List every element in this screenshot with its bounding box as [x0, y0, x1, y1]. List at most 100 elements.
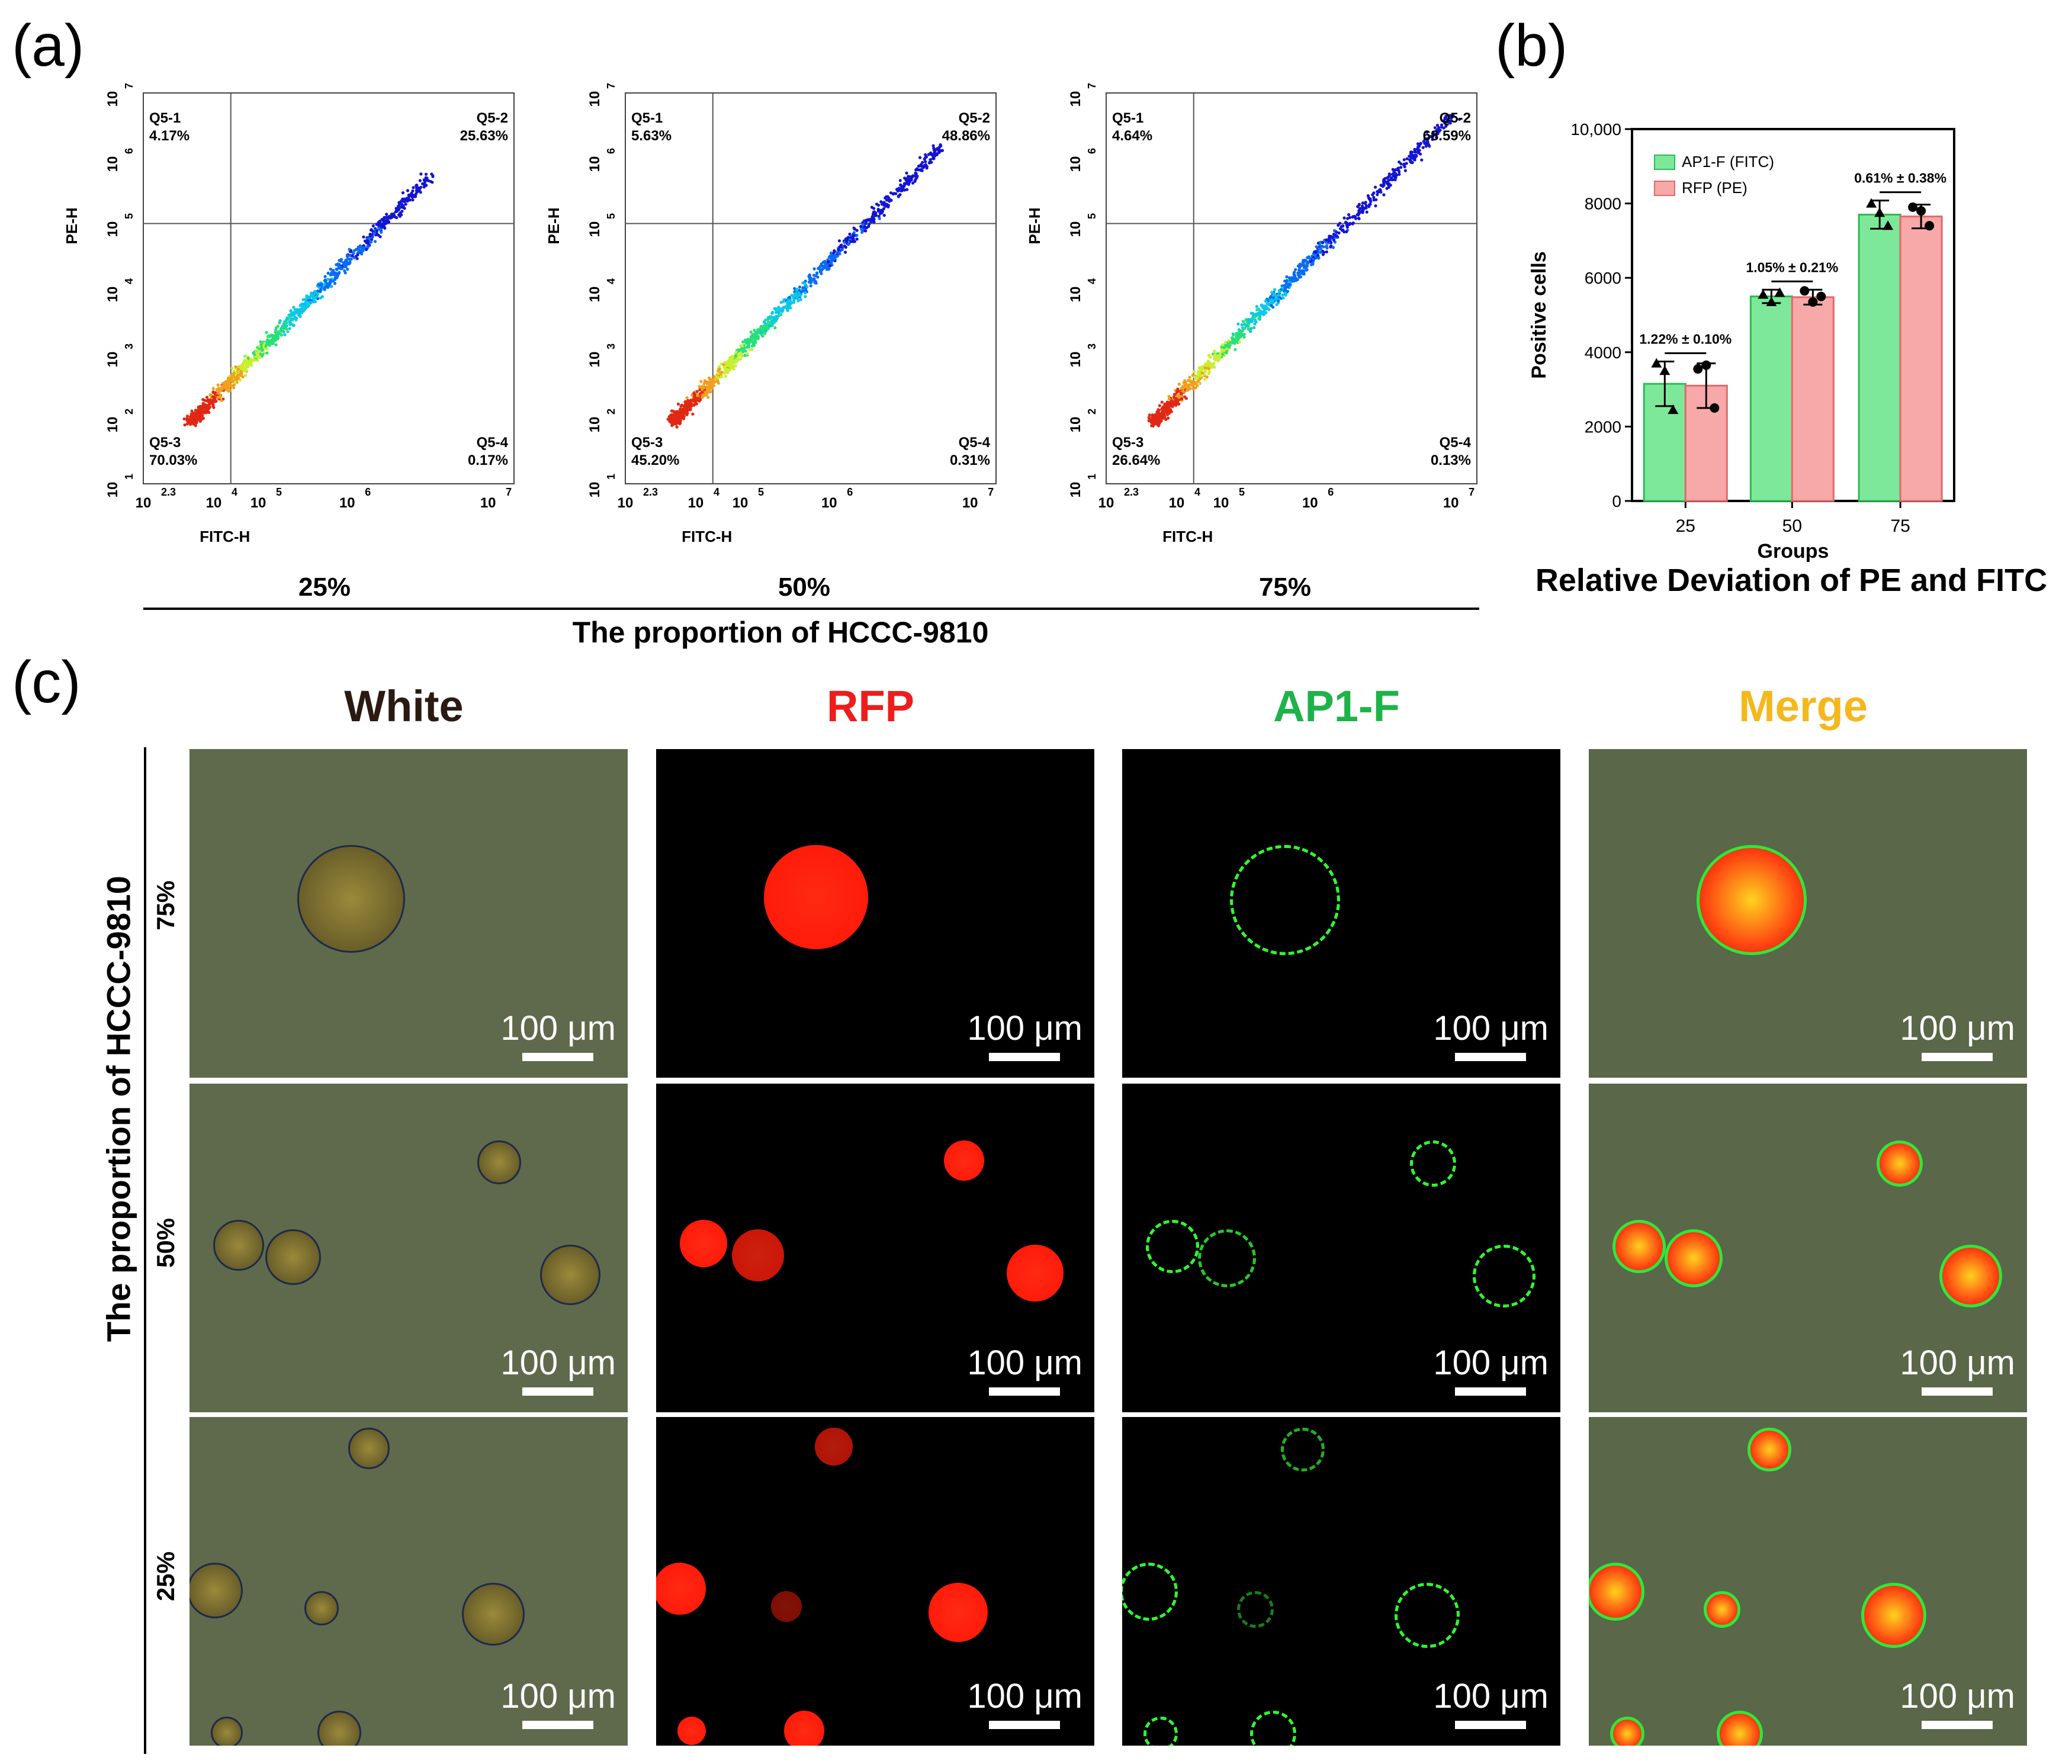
- scatter-point: [1408, 155, 1411, 158]
- scatter-point: [886, 205, 890, 208]
- col-head-rfp: RFP: [827, 682, 914, 731]
- scatter-point: [265, 330, 268, 335]
- scatter-point: [277, 336, 280, 340]
- y-tick-label: 10: [105, 482, 121, 498]
- flow-plot-frame: [1106, 92, 1477, 484]
- scatter-point: [1157, 409, 1161, 412]
- scatter-point: [836, 254, 839, 258]
- scatter-point: [197, 407, 201, 410]
- scatter-point: [1175, 390, 1178, 394]
- scatter-point: [230, 377, 233, 380]
- scatter-point: [1148, 413, 1151, 417]
- scatter-point: [323, 275, 327, 278]
- x-axis-label: Groups: [1758, 540, 1829, 563]
- scale-bar-label: 100 μm: [500, 1677, 616, 1715]
- scatter-point: [1272, 292, 1276, 296]
- scatter-point: [706, 391, 709, 394]
- scatter-point: [1369, 203, 1372, 206]
- scatter-point: [699, 398, 702, 401]
- scatter-point: [218, 396, 221, 399]
- scatter-point: [674, 410, 678, 414]
- cell-rfp: [815, 1428, 853, 1466]
- y-tick-exponent: 1: [605, 474, 617, 480]
- cell-ap1: [1410, 1140, 1456, 1187]
- scatter-point: [1410, 154, 1414, 158]
- y-tick-label: 10: [1068, 352, 1084, 368]
- scatter-point: [924, 160, 927, 163]
- scatter-point: [346, 254, 350, 258]
- scatter-point: [1194, 386, 1197, 390]
- y-tick-exponent: 1: [1086, 474, 1098, 480]
- scatter-point: [672, 417, 675, 420]
- scatter-point: [1148, 418, 1152, 422]
- scatter-point: [1440, 123, 1444, 127]
- micro-merge-25pct: 100 μm: [1589, 1417, 2027, 1746]
- scatter-point: [238, 373, 242, 377]
- scatter-point: [798, 285, 802, 289]
- scatter-point: [1322, 245, 1325, 249]
- x-tick-label: 10: [733, 495, 749, 511]
- cell-white: [540, 1245, 600, 1305]
- scatter-point: [762, 320, 766, 324]
- scale-bar-label: 100 μm: [967, 1677, 1082, 1715]
- scatter-point: [1402, 158, 1406, 162]
- scatter-point: [289, 309, 293, 313]
- scatter-point: [843, 244, 846, 248]
- scatter-point: [1416, 142, 1420, 146]
- scatter-point: [742, 347, 746, 351]
- scatter-point: [232, 386, 236, 390]
- scatter-point: [779, 301, 783, 304]
- scatter-point: [216, 383, 220, 387]
- scatter-point: [1382, 180, 1386, 184]
- y-axis-label: PE-H: [63, 207, 81, 244]
- x-tick-label: 10: [962, 495, 978, 511]
- micro-ap1-25pct: 100 μm: [1122, 1417, 1560, 1746]
- scatter-point: [919, 169, 923, 172]
- scatter-point: [188, 418, 192, 422]
- scatter-point: [1157, 416, 1161, 420]
- cell-merge: [1747, 1428, 1791, 1471]
- scatter-point: [1345, 226, 1349, 229]
- scatter-point: [190, 409, 194, 413]
- scatter-point: [936, 152, 939, 156]
- scatter-point: [843, 240, 846, 244]
- scatter-point: [385, 213, 388, 216]
- scatter-point: [316, 293, 320, 296]
- quadrant-value: 5.63%: [631, 128, 672, 144]
- scale-bar: [522, 1053, 593, 1061]
- scatter-point: [211, 387, 215, 390]
- scatter-point: [762, 324, 766, 327]
- scatter-point: [685, 396, 689, 400]
- scatter-point: [789, 306, 792, 310]
- scatter-point: [380, 225, 384, 229]
- scatter-point: [693, 400, 698, 404]
- y-tick-label: 10: [1068, 417, 1084, 433]
- scatter-point: [1445, 120, 1449, 123]
- scatter-point: [1339, 225, 1344, 229]
- scatter-point: [1167, 406, 1171, 409]
- scatter-point: [230, 367, 234, 370]
- scatter-point: [335, 268, 339, 271]
- scatter-point: [678, 422, 682, 426]
- scatter-point: [724, 375, 727, 378]
- scatter-point: [1213, 349, 1216, 353]
- scatter-point: [385, 221, 388, 225]
- scatter-point: [1259, 309, 1263, 313]
- cell-white: [348, 1428, 390, 1469]
- scatter-point: [265, 347, 268, 351]
- row-label-75: 75%: [152, 880, 179, 931]
- scatter-point: [1283, 288, 1287, 291]
- y-tick-exponent: 3: [1086, 343, 1098, 349]
- x-tick-exponent: 4: [1194, 486, 1200, 498]
- scatter-point: [804, 282, 807, 286]
- cell-white: [213, 1220, 264, 1271]
- row-label-25: 25%: [152, 1551, 179, 1602]
- scatter-point: [1335, 234, 1338, 237]
- scatter-point: [927, 153, 930, 156]
- cell-ap1: [1237, 1591, 1274, 1628]
- scatter-point: [1443, 121, 1447, 125]
- scatter-point: [314, 300, 317, 303]
- scatter-point: [243, 359, 246, 362]
- scatter-point: [1399, 166, 1403, 169]
- scatter-point: [288, 323, 292, 326]
